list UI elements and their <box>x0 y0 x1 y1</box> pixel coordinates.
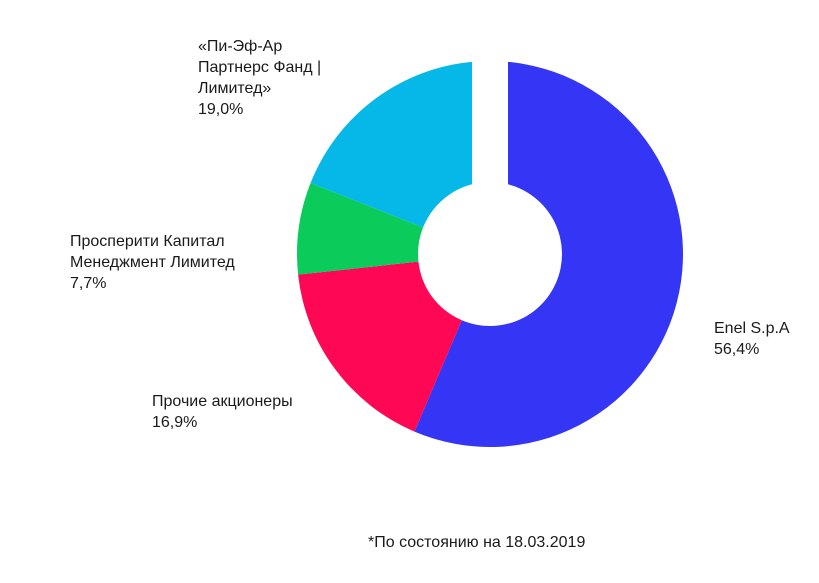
donut-slice-4 <box>310 61 490 228</box>
slice-label-enel: Enel S.p.A 56,4% <box>714 318 790 360</box>
slice-gap <box>472 57 508 186</box>
slice-name-line: Партнерс Фанд | <box>198 59 322 76</box>
slice-value-label: 56,4% <box>714 341 760 358</box>
slice-value-label: 16,9% <box>152 414 198 431</box>
slice-name-line: Менеджмент Лимитед <box>70 254 235 271</box>
donut-slice-2 <box>298 261 462 432</box>
slice-label-other-shareholders: Прочие акционеры 16,9% <box>152 391 293 433</box>
slice-name-line: Лимитед» <box>198 80 272 97</box>
donut-slice-1 <box>414 61 683 447</box>
slice-name-line: Просперити Капитал <box>70 233 225 250</box>
slice-name-line: «Пи-Эф-Ар <box>198 38 283 55</box>
donut-slice-3 <box>297 182 424 275</box>
slice-label-prosperity-capital: Просперити Капитал Менеджмент Лимитед 7,… <box>70 231 235 294</box>
slice-value-label: 7,7% <box>70 275 107 292</box>
slice-name-line: Enel S.p.A <box>714 320 790 337</box>
slice-label-pfr-partners: «Пи-Эф-Ар Партнерс Фанд | Лимитед» 19,0% <box>198 36 321 120</box>
slice-value-label: 19,0% <box>198 101 244 118</box>
footnote: *По состоянию на 18.03.2019 <box>368 534 586 551</box>
slice-name-line: Прочие акционеры <box>152 393 293 410</box>
